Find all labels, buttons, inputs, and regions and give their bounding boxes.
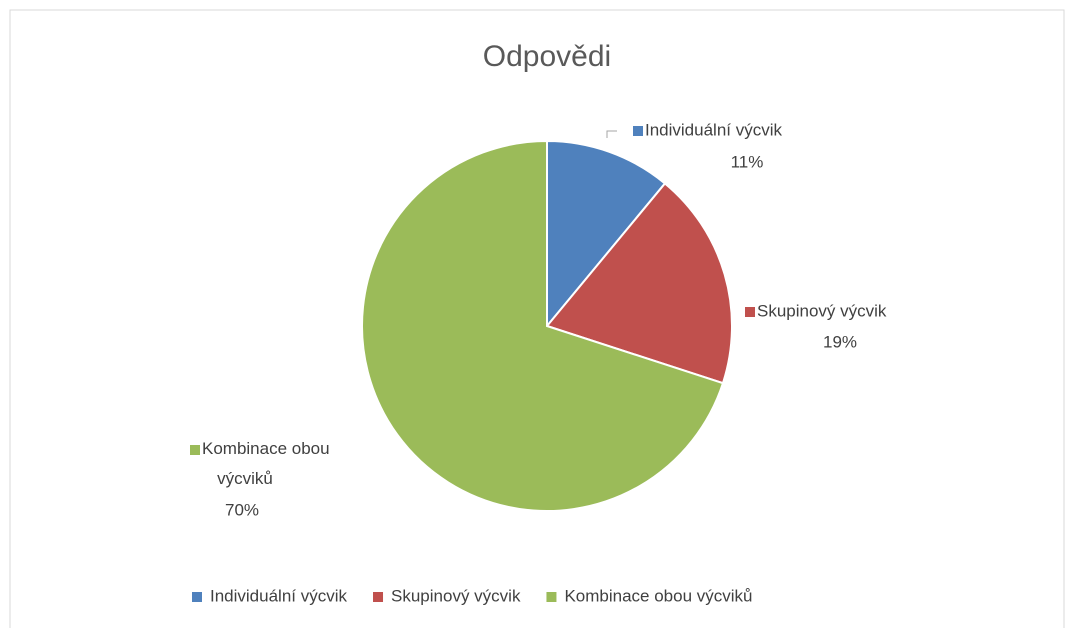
pie-slice: [546, 139, 667, 329]
leader-line: [606, 130, 617, 138]
data-label-value: 70%: [225, 500, 259, 519]
label-line: Kombinace obou: [202, 439, 334, 458]
legend-label: Skupinový výcvik: [391, 586, 521, 605]
data-label-name: Individuální výcvik: [645, 120, 783, 139]
label-marker: [633, 126, 643, 136]
label-marker: [745, 307, 755, 317]
legend-label: Kombinace obou výcviků: [564, 586, 752, 605]
data-label-name: Skupinový výcvik: [757, 301, 887, 320]
label-line: výcviků: [217, 469, 273, 488]
pie-slice: [361, 139, 725, 512]
legend-marker: [546, 592, 557, 602]
legend-marker: [373, 592, 384, 602]
data-label-name: Kombinace obou výcviků: [202, 439, 334, 488]
pie-slice: [545, 182, 733, 385]
chart-title: Odpovědi: [483, 40, 611, 73]
label-marker: [190, 445, 200, 455]
data-label-value: 11%: [731, 152, 764, 171]
legend-marker: [192, 592, 202, 602]
legend-label: Individuální výcvik: [210, 586, 348, 605]
chart-border: [9, 9, 1065, 628]
data-label-value: 19%: [823, 332, 857, 351]
